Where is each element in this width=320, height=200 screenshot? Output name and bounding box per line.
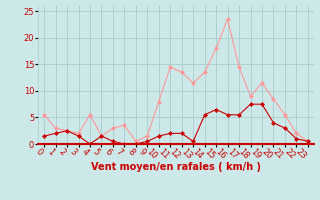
X-axis label: Vent moyen/en rafales ( km/h ): Vent moyen/en rafales ( km/h ) [91, 162, 261, 172]
